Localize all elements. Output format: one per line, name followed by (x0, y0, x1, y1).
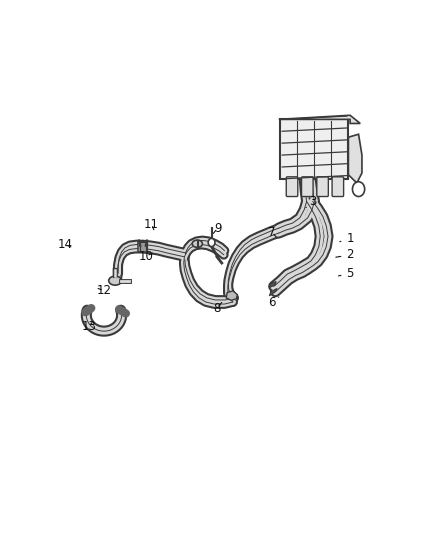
Circle shape (353, 182, 365, 197)
Circle shape (208, 238, 215, 247)
Text: 1: 1 (340, 232, 354, 245)
Polygon shape (348, 134, 362, 183)
Polygon shape (226, 291, 237, 301)
FancyBboxPatch shape (138, 241, 148, 252)
Text: 14: 14 (57, 238, 72, 251)
Bar (280, 119, 348, 179)
FancyBboxPatch shape (317, 177, 328, 197)
Ellipse shape (192, 240, 202, 247)
Text: 11: 11 (144, 217, 159, 230)
Text: 7: 7 (268, 226, 276, 239)
FancyBboxPatch shape (286, 177, 298, 197)
Text: 12: 12 (96, 284, 111, 297)
FancyBboxPatch shape (332, 177, 344, 197)
Text: 10: 10 (139, 249, 154, 263)
Text: 3: 3 (306, 195, 316, 208)
Text: 5: 5 (339, 267, 354, 280)
Polygon shape (279, 115, 360, 124)
Polygon shape (269, 281, 276, 288)
Text: 9: 9 (213, 222, 222, 235)
Polygon shape (269, 288, 277, 296)
Ellipse shape (109, 276, 122, 285)
Text: 13: 13 (81, 320, 96, 333)
Text: 6: 6 (268, 296, 279, 309)
Text: 8: 8 (213, 302, 222, 314)
FancyBboxPatch shape (301, 177, 313, 197)
Text: 2: 2 (336, 248, 354, 261)
